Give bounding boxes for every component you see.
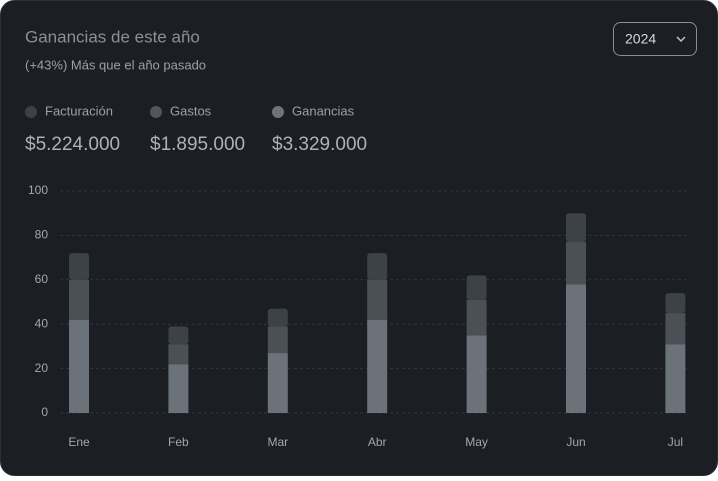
dropdown-border[interactable] xyxy=(613,22,697,56)
legend-dot xyxy=(150,106,162,118)
year-dropdown[interactable]: 2024 xyxy=(613,22,697,56)
bar-segment xyxy=(168,364,189,413)
y-tick-label: 0 xyxy=(41,405,48,419)
bar-segment xyxy=(367,279,388,320)
bar-segment xyxy=(168,344,189,365)
y-tick-label: 80 xyxy=(35,228,49,242)
bar-segment xyxy=(69,279,89,320)
bar-segment xyxy=(566,213,586,243)
bar-segment xyxy=(367,319,388,413)
legend-label: Facturación xyxy=(45,103,113,118)
bar-segment xyxy=(267,353,288,413)
chart-subtitle: (+43%) Más que el año pasado xyxy=(25,57,206,72)
x-tick-label: Ene xyxy=(68,435,90,449)
x-tick-label: Feb xyxy=(168,435,189,449)
dropdown-chevron[interactable] xyxy=(676,36,686,43)
bar-segment xyxy=(466,299,487,336)
bar-segment xyxy=(367,253,388,280)
x-tick-label: Jul xyxy=(668,435,683,449)
y-tick-label: 100 xyxy=(28,183,48,197)
legend-dot xyxy=(272,106,284,118)
bar-segment xyxy=(267,326,288,354)
legend-label: Gastos xyxy=(170,103,212,118)
x-tick-label: Jun xyxy=(566,435,585,449)
legend-total: $1.895.000 xyxy=(150,134,245,155)
bar-segment xyxy=(566,242,586,285)
x-tick-label: May xyxy=(465,435,488,449)
dropdown-value[interactable]: 2024 xyxy=(625,31,656,47)
x-tick-label: Abr xyxy=(368,435,387,449)
bar-segment xyxy=(665,313,686,345)
legend-label: Ganancias xyxy=(292,103,355,118)
y-tick-label: 60 xyxy=(35,272,49,286)
legend-dot xyxy=(25,106,37,118)
chart-title: Ganancias de este año xyxy=(25,27,200,46)
bar-segment xyxy=(168,326,189,345)
bar-segment xyxy=(566,284,586,413)
bar-segment xyxy=(69,253,89,280)
legend-total: $5.224.000 xyxy=(25,134,120,155)
bar-segment xyxy=(267,308,288,327)
x-tick-label: Mar xyxy=(267,435,288,449)
bar-segment xyxy=(665,344,686,413)
bar-segment xyxy=(69,319,89,413)
y-tick-label: 40 xyxy=(35,316,49,330)
bar-segment xyxy=(466,335,487,413)
bar-segment xyxy=(466,275,487,300)
bar-segment xyxy=(665,293,686,314)
y-tick-label: 20 xyxy=(35,361,49,375)
legend-total: $3.329.000 xyxy=(272,134,367,155)
